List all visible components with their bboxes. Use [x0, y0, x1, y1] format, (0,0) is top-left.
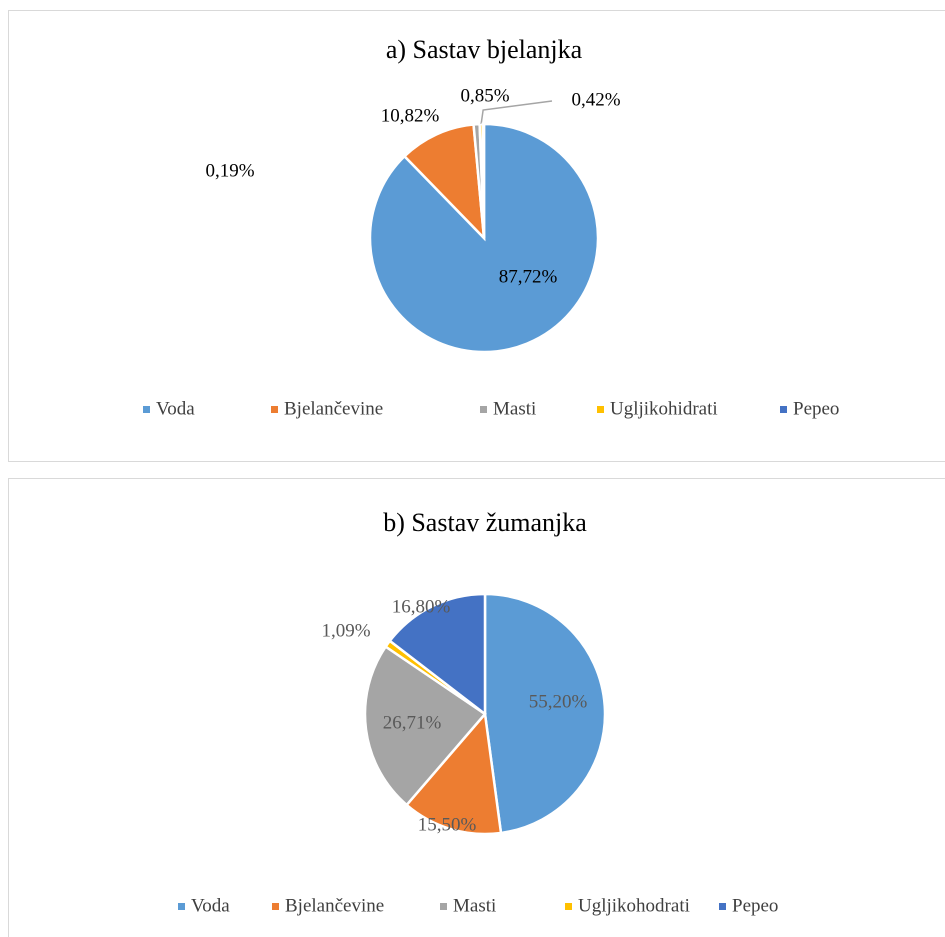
- data-label: 1,09%: [321, 620, 370, 641]
- legend-label: Bjelančevine: [284, 398, 383, 419]
- legend-swatch: [780, 406, 787, 413]
- chart-title: a) Sastav bjelanjka: [386, 35, 583, 64]
- legend-label: Masti: [493, 398, 536, 419]
- legend-swatch: [440, 903, 447, 910]
- legend-label: Bjelančevine: [285, 895, 384, 916]
- legend-label: Masti: [453, 895, 496, 916]
- legend-label: Pepeo: [732, 895, 778, 916]
- leader-line: [480, 100, 553, 125]
- data-label: 0,42%: [571, 89, 620, 110]
- data-label: 26,71%: [383, 712, 442, 733]
- data-label: 15,50%: [418, 814, 477, 835]
- data-label: 0,85%: [460, 85, 509, 106]
- legend-swatch: [597, 406, 604, 413]
- legend-swatch: [271, 406, 278, 413]
- legend-swatch: [480, 406, 487, 413]
- legend-label: Pepeo: [793, 398, 839, 419]
- pie-slice: [402, 123, 486, 242]
- legend-label: Ugljikohodrati: [578, 895, 690, 916]
- legend-label: Ugljikohidrati: [610, 398, 718, 419]
- data-label: 0,19%: [205, 160, 254, 181]
- legend-swatch: [565, 903, 572, 910]
- data-label: 16,80%: [392, 596, 451, 617]
- pie-slice: [481, 122, 486, 239]
- legend-swatch: [178, 903, 185, 910]
- legend-swatch: [143, 406, 150, 413]
- data-label: 55,20%: [529, 691, 588, 712]
- pie-slice: [388, 592, 487, 717]
- chart-title: b) Sastav žumanjka: [383, 508, 587, 537]
- legend-swatch: [272, 903, 279, 910]
- data-label: 87,72%: [499, 266, 558, 287]
- legend-label: Voda: [156, 398, 195, 419]
- pie-slice: [404, 711, 503, 836]
- legend-swatch: [719, 903, 726, 910]
- data-label: 10,82%: [381, 105, 440, 126]
- pie-slice: [363, 644, 487, 807]
- legend-label: Voda: [191, 895, 230, 916]
- pie-slice: [483, 592, 607, 835]
